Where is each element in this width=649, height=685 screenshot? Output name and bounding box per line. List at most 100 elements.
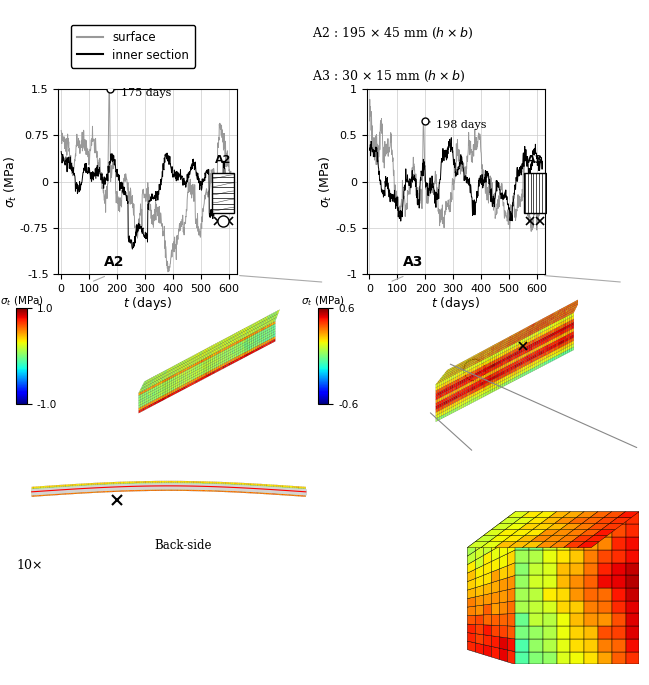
Polygon shape bbox=[509, 349, 511, 353]
Polygon shape bbox=[503, 379, 505, 384]
Polygon shape bbox=[557, 639, 570, 651]
Polygon shape bbox=[278, 488, 280, 490]
Polygon shape bbox=[471, 365, 473, 369]
Polygon shape bbox=[538, 364, 540, 369]
Polygon shape bbox=[104, 490, 107, 493]
Polygon shape bbox=[225, 349, 227, 353]
Polygon shape bbox=[244, 347, 246, 350]
Polygon shape bbox=[162, 382, 164, 386]
Polygon shape bbox=[450, 410, 452, 414]
Polygon shape bbox=[234, 349, 236, 353]
Polygon shape bbox=[225, 362, 227, 366]
Polygon shape bbox=[271, 335, 273, 338]
Polygon shape bbox=[570, 314, 572, 318]
Polygon shape bbox=[479, 395, 481, 399]
Polygon shape bbox=[536, 362, 538, 366]
Polygon shape bbox=[221, 484, 223, 486]
Polygon shape bbox=[162, 393, 164, 396]
Polygon shape bbox=[157, 486, 160, 488]
Polygon shape bbox=[134, 486, 137, 488]
Polygon shape bbox=[77, 484, 80, 486]
Polygon shape bbox=[572, 319, 574, 323]
Polygon shape bbox=[176, 484, 178, 486]
Polygon shape bbox=[236, 353, 238, 357]
Polygon shape bbox=[584, 639, 598, 651]
Polygon shape bbox=[227, 351, 228, 354]
Polygon shape bbox=[199, 356, 202, 361]
Polygon shape bbox=[153, 381, 156, 386]
Polygon shape bbox=[32, 493, 34, 495]
Polygon shape bbox=[520, 329, 524, 333]
Polygon shape bbox=[43, 494, 45, 496]
Polygon shape bbox=[576, 301, 580, 305]
Polygon shape bbox=[149, 402, 151, 406]
Polygon shape bbox=[505, 369, 507, 373]
Polygon shape bbox=[212, 488, 214, 490]
Polygon shape bbox=[475, 634, 484, 645]
Polygon shape bbox=[171, 486, 173, 488]
Polygon shape bbox=[444, 398, 446, 402]
Polygon shape bbox=[201, 377, 203, 380]
Polygon shape bbox=[162, 486, 164, 488]
Polygon shape bbox=[89, 488, 91, 490]
Polygon shape bbox=[93, 486, 95, 488]
Polygon shape bbox=[238, 491, 239, 493]
Polygon shape bbox=[626, 588, 639, 601]
Polygon shape bbox=[530, 332, 534, 335]
Polygon shape bbox=[258, 486, 260, 487]
Polygon shape bbox=[465, 377, 467, 382]
Polygon shape bbox=[609, 518, 631, 523]
Polygon shape bbox=[230, 340, 234, 345]
Polygon shape bbox=[495, 365, 497, 369]
Polygon shape bbox=[522, 338, 524, 342]
Polygon shape bbox=[55, 488, 57, 490]
Polygon shape bbox=[570, 524, 584, 537]
Polygon shape bbox=[626, 575, 639, 588]
Polygon shape bbox=[132, 482, 134, 483]
Polygon shape bbox=[626, 512, 639, 524]
Polygon shape bbox=[578, 542, 599, 548]
Polygon shape bbox=[515, 626, 529, 639]
Polygon shape bbox=[197, 366, 199, 370]
Polygon shape bbox=[146, 483, 148, 484]
Polygon shape bbox=[467, 373, 469, 377]
Polygon shape bbox=[147, 401, 149, 404]
Polygon shape bbox=[540, 341, 543, 345]
Polygon shape bbox=[62, 488, 64, 490]
Polygon shape bbox=[273, 332, 275, 335]
Polygon shape bbox=[217, 487, 219, 488]
Polygon shape bbox=[437, 401, 439, 406]
Polygon shape bbox=[572, 325, 574, 329]
Polygon shape bbox=[114, 485, 116, 487]
Polygon shape bbox=[153, 488, 155, 489]
Polygon shape bbox=[499, 369, 501, 373]
Polygon shape bbox=[444, 408, 446, 412]
Polygon shape bbox=[66, 484, 68, 486]
Polygon shape bbox=[564, 314, 567, 318]
Polygon shape bbox=[166, 484, 169, 486]
Polygon shape bbox=[446, 388, 448, 392]
Polygon shape bbox=[66, 491, 68, 493]
Polygon shape bbox=[153, 390, 154, 393]
Polygon shape bbox=[548, 350, 550, 354]
Polygon shape bbox=[481, 394, 483, 398]
Polygon shape bbox=[188, 362, 191, 367]
Polygon shape bbox=[481, 542, 503, 548]
Polygon shape bbox=[239, 489, 242, 491]
Polygon shape bbox=[143, 484, 146, 486]
Polygon shape bbox=[528, 369, 530, 373]
Polygon shape bbox=[214, 490, 217, 492]
Polygon shape bbox=[534, 345, 536, 349]
Polygon shape bbox=[149, 399, 151, 403]
Polygon shape bbox=[535, 323, 539, 327]
Polygon shape bbox=[169, 366, 173, 371]
Polygon shape bbox=[166, 486, 169, 488]
Polygon shape bbox=[497, 383, 499, 387]
Polygon shape bbox=[552, 332, 554, 336]
Polygon shape bbox=[560, 340, 562, 345]
Polygon shape bbox=[230, 486, 233, 488]
Polygon shape bbox=[84, 490, 86, 492]
Polygon shape bbox=[526, 332, 530, 336]
Polygon shape bbox=[235, 484, 238, 486]
Polygon shape bbox=[166, 371, 169, 376]
